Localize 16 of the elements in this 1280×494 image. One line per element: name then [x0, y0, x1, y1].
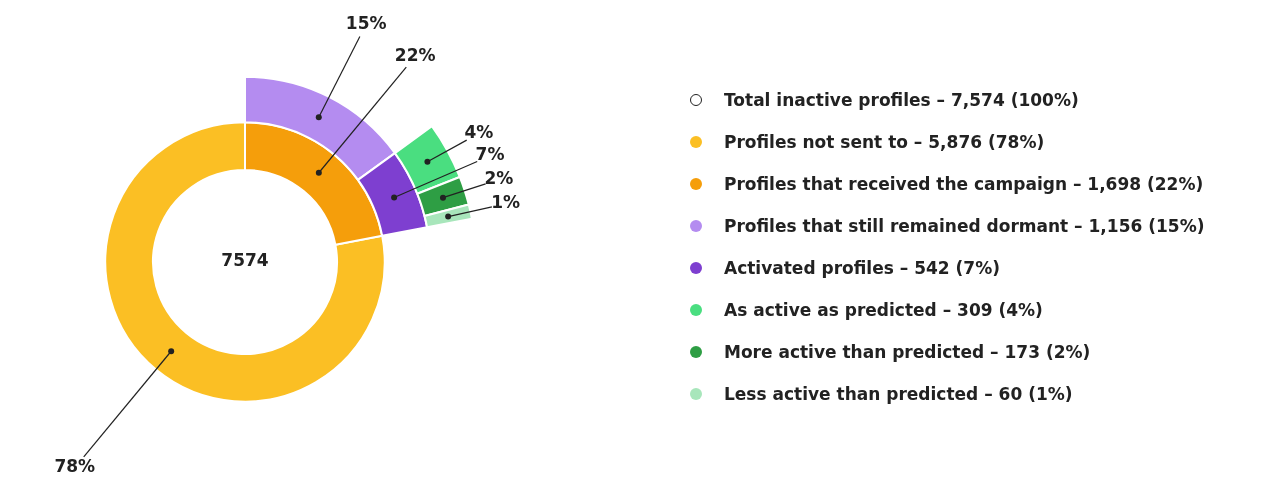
legend-label: Profiles not sent to – 5,876 (78%) [724, 132, 1045, 152]
data-label: 15% [345, 12, 387, 33]
legend-label: As active as predicted – 309 (4%) [724, 300, 1043, 320]
data-label: 2% [484, 167, 514, 188]
data-label: 22% [394, 44, 436, 65]
legend-label: Profiles that received the campaign – 1,698 (22%) [724, 174, 1204, 194]
legend-label: Less active than predicted – 60 (1%) [724, 384, 1073, 404]
text: Total inactive profiles – 7,574 (100%) [724, 90, 1079, 110]
legend-label: Profiles that still remained dormant – 1,156 (15%) [724, 216, 1205, 236]
legend-label: Activated profiles – 542 (7%) [724, 258, 1000, 278]
data-label: 1% [491, 192, 521, 213]
data-label: 4% [464, 121, 494, 142]
data-label: 78% [54, 456, 96, 477]
legend-label: More active than predicted – 173 (2%) [724, 342, 1091, 362]
data-label: 7% [475, 144, 505, 165]
text: 7574 [221, 250, 269, 271]
